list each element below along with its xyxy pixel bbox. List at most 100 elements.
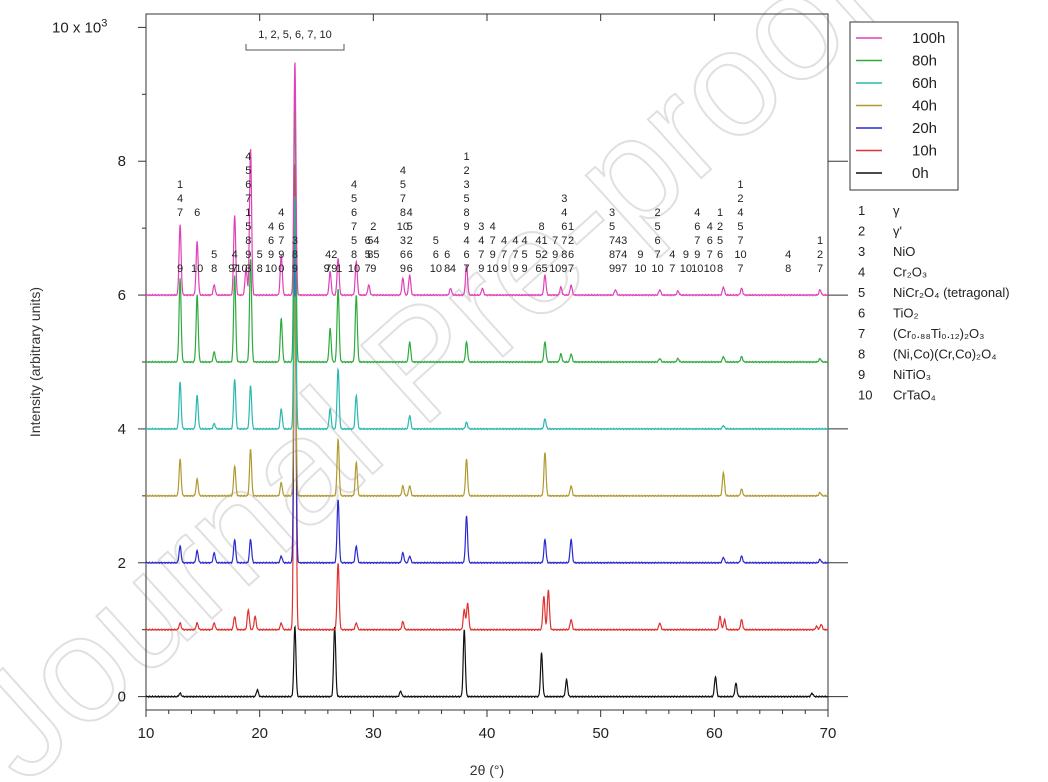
peak-label: 6 [433,249,439,261]
phase-number: 2 [858,224,865,239]
peak-label: 7 [278,235,284,247]
peak-label: 8 [463,207,469,219]
peak-label: 2 [817,249,823,261]
phase-number: 5 [858,285,865,300]
peak-label: 9 [637,249,643,261]
peak-label: 5 [351,235,357,247]
peak-label: 5 [351,193,357,205]
peak-label: 52 [535,249,547,261]
peak-label: 43 [615,235,627,247]
peak-label: 10 [397,221,409,233]
peak-label: 5 [211,249,217,261]
y-tick-label: 2 [118,555,126,572]
peak-label: 1 [463,151,469,163]
peak-label: 3 [400,235,406,247]
peak-label: 9 [370,263,376,275]
peak-label: 2 [370,221,376,233]
peak-label: 7 [501,249,507,261]
y-tick-label: 0 [118,689,126,706]
phase-name: CrTaO₄ [893,388,936,403]
peak-label: 10 [235,263,247,275]
peak-label: 4 [521,235,527,247]
peak-label: 6 [245,179,251,191]
series-lines [145,62,829,699]
peak-label: 4 [512,235,518,247]
y-axis-label: Intensity (arbitrary units) [27,287,43,437]
series-line-60h [145,196,829,431]
peak-label: 8 [561,249,567,261]
peak-label: 6 [694,221,700,233]
legend-label: 0h [912,165,929,182]
peak-label: 8 [351,249,357,261]
peak-label: 2 [463,165,469,177]
peak-label: 4 [737,207,743,219]
series-line-0h [145,625,829,699]
y-top-tick-label: 10 x 103 [52,17,107,36]
peak-label: 8 [538,221,544,233]
peak-label: 5 [737,221,743,233]
peak-label: 9 [324,263,330,275]
peak-label: 65 [535,263,547,275]
peak-label: 4 [400,165,406,177]
phase-number: 10 [858,388,872,403]
y-tick-label: 6 [118,287,126,304]
peak-label: 9 [268,249,274,261]
peak-label: 8 [400,207,406,219]
x-axis-label: 2θ (°) [470,762,504,778]
peak-label: 5 [245,165,251,177]
peak-label: 8 [245,235,251,247]
peak-label: 9 [512,263,518,275]
peak-label: 6 [365,235,371,247]
y-tick-label: 8 [118,153,126,170]
peak-label: 5 [654,221,660,233]
peak-label: 9 [683,249,689,261]
peak-label: 6 [463,249,469,261]
peak-label: 97 [615,263,627,275]
peak-label: 4 [351,179,357,191]
peak-label: 7 [552,235,558,247]
peak-label: 9 [694,249,700,261]
peak-label: 7 [737,235,743,247]
phase-name: (Cr₀.₈₈Ti₀.₁₂)₂O₃ [893,326,984,341]
peak-label: 54 [367,235,379,247]
peak-label: 6 [654,235,660,247]
series-line-80h [145,96,829,364]
phase-name: Cr₂O₃ [893,265,927,280]
peak-label: 6 [400,249,406,261]
peak-label: 5 [400,179,406,191]
peak-label: 5 [433,235,439,247]
peak-label: 3 [245,263,251,275]
watermark-text: Journal Pre-proof [0,0,908,782]
peak-label: 10 [680,263,692,275]
peak-label: 8 [257,263,263,275]
legend-label: 100h [912,30,945,47]
peak-label: 4 [707,221,713,233]
peak-label: 10 [487,263,499,275]
x-tick-label: 60 [706,725,723,742]
peak-label: 5 [365,249,371,261]
peak-label: 1 [737,179,743,191]
peak-label: 74 [615,249,627,261]
x-tick-label: 10 [138,725,155,742]
phase-number: 7 [858,326,865,341]
series-line-40h [145,296,829,498]
phase-name: γ [893,203,900,218]
peak-label: 7 [351,221,357,233]
peak-label: 9 [292,263,298,275]
peak-label: 7 [669,263,675,275]
peak-label: 1 [336,263,342,275]
peak-label: 10 [691,263,703,275]
peak-label: 4 [501,235,507,247]
peak-label: 7 [707,249,713,261]
bracket-annotation: 1, 2, 5, 6, 7, 10 [245,29,345,51]
peak-label: 6 [351,207,357,219]
peak-label: 8 [211,263,217,275]
legend-label: 40h [912,98,937,115]
peak-label: 7 [490,235,496,247]
peak-label: 10 [265,263,277,275]
peak-label: 9 [478,263,484,275]
peak-label: 10 [651,263,663,275]
peak-label: 4 [232,249,238,261]
